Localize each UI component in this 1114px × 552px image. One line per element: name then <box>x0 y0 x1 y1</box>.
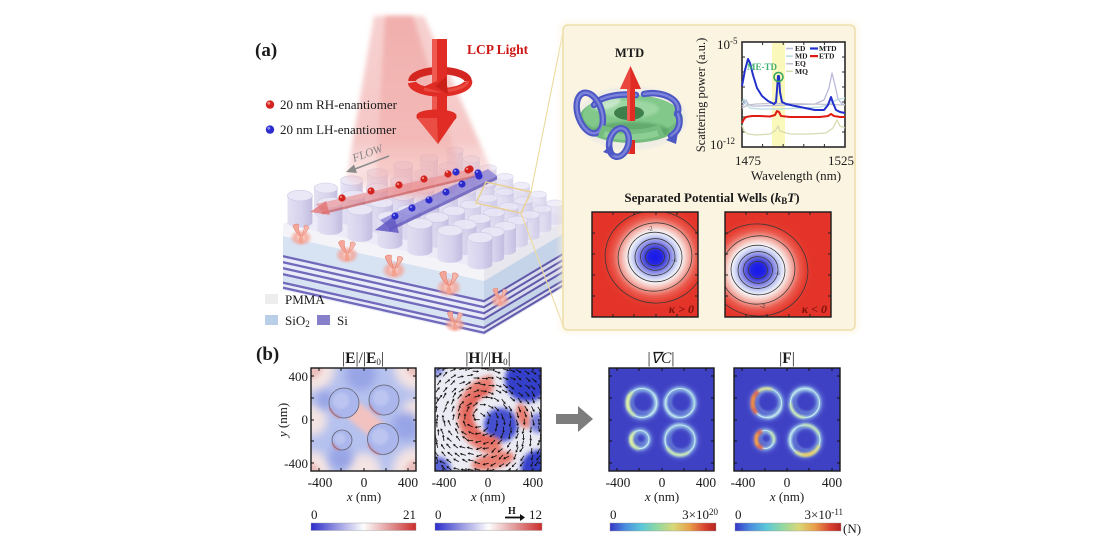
svg-text:(b): (b) <box>256 344 279 365</box>
svg-text:0: 0 <box>311 507 318 522</box>
svg-text:-6: -6 <box>672 258 677 264</box>
svg-text:3×10-11: 3×10-11 <box>804 507 843 522</box>
svg-text:20 nm RH-enantiomer: 20 nm RH-enantiomer <box>280 97 398 112</box>
svg-text:-400: -400 <box>606 475 631 490</box>
svg-text:κ > 0: κ > 0 <box>669 302 694 316</box>
svg-text:-400: -400 <box>432 475 457 490</box>
svg-text:0: 0 <box>659 475 666 490</box>
svg-text:-6: -6 <box>775 271 780 277</box>
svg-text:0: 0 <box>735 507 742 522</box>
svg-text:0: 0 <box>485 475 492 490</box>
svg-text:3×1020: 3×1020 <box>682 507 718 522</box>
svg-text:SiO2: SiO2 <box>285 313 310 329</box>
svg-text:21: 21 <box>403 507 416 522</box>
svg-text:-400: -400 <box>284 456 308 471</box>
svg-text:1475: 1475 <box>735 153 761 168</box>
svg-text:|H|/|H0|: |H|/|H0| <box>465 350 510 367</box>
svg-text:0: 0 <box>361 475 368 490</box>
svg-text:400: 400 <box>523 475 544 490</box>
svg-text:400: 400 <box>289 369 309 384</box>
svg-text:|∇C|: |∇C| <box>648 350 675 367</box>
svg-text:(N): (N) <box>843 521 861 536</box>
svg-text:400: 400 <box>398 475 419 490</box>
svg-text:(a): (a) <box>255 40 277 61</box>
svg-text:H: H <box>508 506 516 517</box>
svg-text:LCP Light: LCP Light <box>467 42 529 57</box>
svg-text:400: 400 <box>822 475 843 490</box>
svg-text:MTD: MTD <box>615 46 644 60</box>
svg-text:12: 12 <box>529 507 542 522</box>
svg-text:x (nm): x (nm) <box>470 489 505 504</box>
svg-text:|E|/|E0|: |E|/|E0| <box>342 350 384 367</box>
svg-text:Scattering power (a.u.): Scattering power (a.u.) <box>694 38 708 153</box>
svg-text:1525: 1525 <box>828 153 854 168</box>
svg-text:0: 0 <box>435 507 442 522</box>
svg-text:|F|: |F| <box>779 350 795 367</box>
svg-text:400: 400 <box>696 475 717 490</box>
svg-text:ETD: ETD <box>819 52 835 61</box>
svg-text:MQ: MQ <box>795 67 808 76</box>
svg-text:0: 0 <box>784 475 791 490</box>
svg-text:0: 0 <box>610 507 617 522</box>
svg-text:κ < 0: κ < 0 <box>802 302 827 316</box>
svg-text:Separated Potential Wells (kBT: Separated Potential Wells (kBT) <box>624 190 799 206</box>
svg-text:0: 0 <box>302 412 309 427</box>
svg-text:20 nm LH-enantiomer: 20 nm LH-enantiomer <box>280 122 397 137</box>
svg-text:-400: -400 <box>731 475 756 490</box>
svg-text:Wavelength (nm): Wavelength (nm) <box>751 168 841 183</box>
svg-text:y (nm): y (nm) <box>275 403 290 439</box>
svg-text:ME-TD: ME-TD <box>747 62 777 72</box>
svg-text:-400: -400 <box>308 475 333 490</box>
svg-text:PMMA: PMMA <box>285 292 325 307</box>
svg-text:-2: -2 <box>760 304 765 310</box>
svg-text:x (nm): x (nm) <box>346 489 381 504</box>
svg-text:x (nm): x (nm) <box>644 489 679 504</box>
svg-text:Si: Si <box>337 313 348 328</box>
svg-text:x (nm): x (nm) <box>769 489 804 504</box>
